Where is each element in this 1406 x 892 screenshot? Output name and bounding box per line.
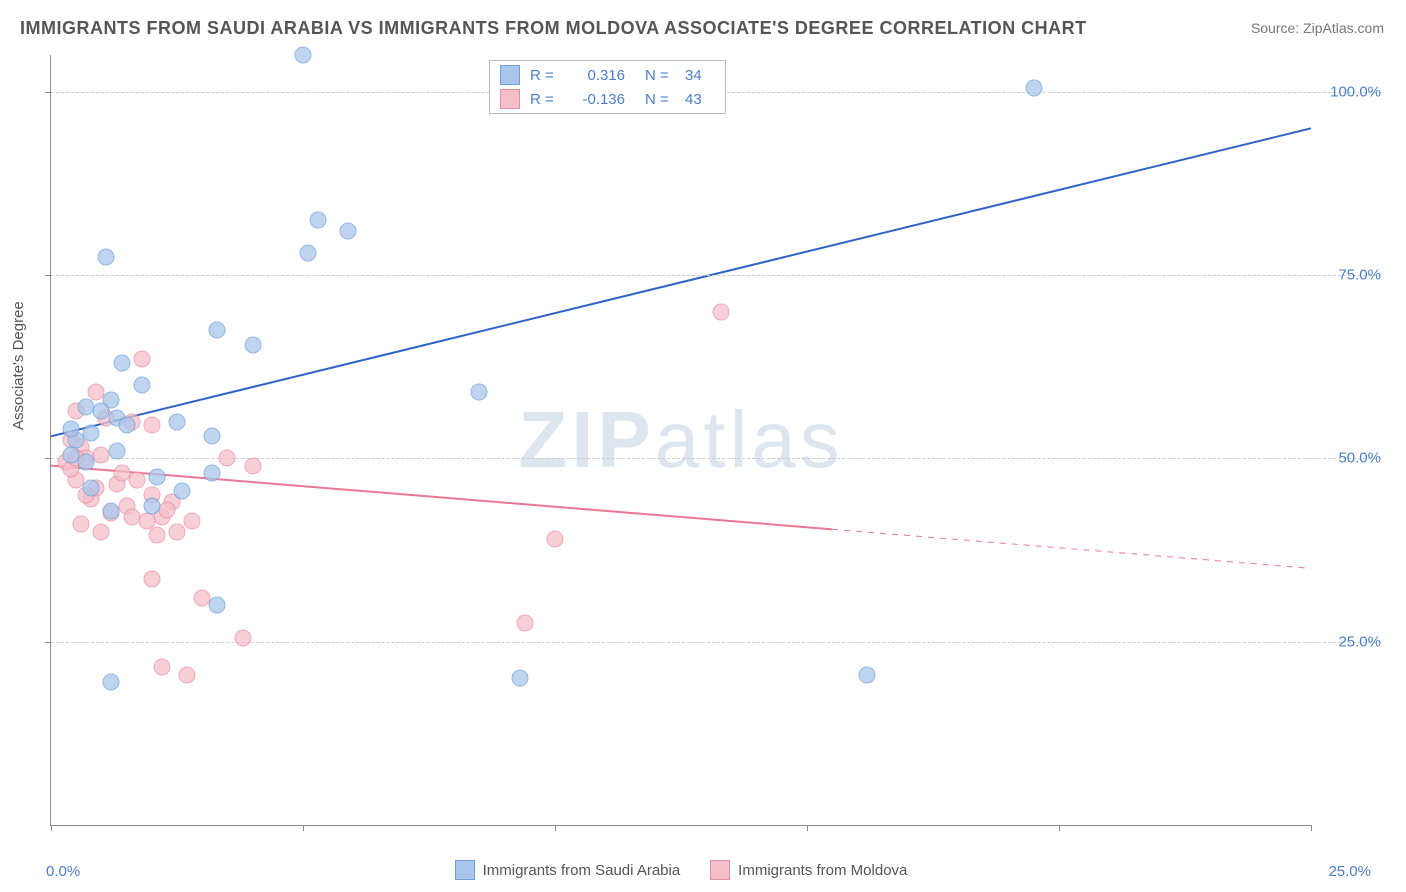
scatter-point-saudi: [859, 666, 876, 683]
chart-title: IMMIGRANTS FROM SAUDI ARABIA VS IMMIGRAN…: [20, 18, 1087, 39]
x-tick-mark: [1311, 825, 1312, 831]
scatter-point-saudi: [1025, 80, 1042, 97]
scatter-point-saudi: [209, 322, 226, 339]
y-tick-mark: [45, 92, 51, 93]
R-label: R =: [530, 91, 560, 108]
scatter-point-moldova: [73, 516, 90, 533]
x-tick-mark: [555, 825, 556, 831]
scatter-point-saudi: [511, 670, 528, 687]
y-tick-label: 75.0%: [1321, 267, 1381, 284]
scatter-point-saudi: [209, 597, 226, 614]
scatter-point-saudi: [83, 479, 100, 496]
x-tick-label-min: 0.0%: [46, 863, 80, 880]
x-tick-mark: [51, 825, 52, 831]
scatter-point-moldova: [158, 501, 175, 518]
scatter-point-saudi: [471, 384, 488, 401]
x-tick-mark: [1059, 825, 1060, 831]
stats-legend: R = 0.316 N = 34 R = -0.136 N = 43: [489, 60, 726, 114]
scatter-point-saudi: [108, 443, 125, 460]
scatter-point-saudi: [204, 465, 221, 482]
trend-line-moldova-dashed: [832, 529, 1311, 568]
x-tick-mark: [807, 825, 808, 831]
legend-swatch-saudi: [500, 65, 520, 85]
scatter-point-moldova: [133, 351, 150, 368]
scatter-point-moldova: [153, 659, 170, 676]
scatter-point-moldova: [713, 303, 730, 320]
plot-inner: ZIPatlas R =0.316N =34R =-0.136N =43 Imm…: [50, 55, 1311, 826]
scatter-point-saudi: [143, 498, 160, 515]
stats-legend-row-moldova: R = -0.136 N = 43: [490, 87, 725, 111]
scatter-point-moldova: [219, 450, 236, 467]
y-tick-label: 100.0%: [1321, 83, 1381, 100]
legend-swatch-moldova: [710, 860, 730, 880]
series-legend: Immigrants from Saudi Arabia Immigrants f…: [51, 860, 1311, 880]
scatter-point-saudi: [340, 223, 357, 240]
scatter-point-saudi: [103, 503, 120, 520]
scatter-point-moldova: [169, 523, 186, 540]
scatter-point-moldova: [148, 527, 165, 544]
gridline-h: [51, 642, 1381, 643]
legend-label-saudi: Immigrants from Saudi Arabia: [483, 862, 681, 879]
scatter-point-moldova: [547, 531, 564, 548]
y-tick-label: 50.0%: [1321, 450, 1381, 467]
scatter-point-saudi: [244, 336, 261, 353]
trend-lines-svg: [51, 55, 1311, 825]
y-axis-label: Associate's Degree: [10, 301, 27, 430]
scatter-point-saudi: [148, 468, 165, 485]
scatter-point-saudi: [295, 47, 312, 64]
scatter-point-saudi: [63, 421, 80, 438]
stats-legend-row-saudi: R = 0.316 N = 34: [490, 63, 725, 87]
scatter-point-saudi: [169, 413, 186, 430]
legend-item-moldova: Immigrants from Moldova: [710, 860, 907, 880]
scatter-point-saudi: [300, 245, 317, 262]
scatter-point-saudi: [310, 212, 327, 229]
legend-item-saudi: Immigrants from Saudi Arabia: [455, 860, 681, 880]
scatter-point-moldova: [184, 512, 201, 529]
x-tick-label-max: 25.0%: [1328, 863, 1371, 880]
scatter-point-saudi: [78, 454, 95, 471]
R-label: R =: [530, 67, 560, 84]
x-tick-mark: [303, 825, 304, 831]
legend-swatch-moldova: [500, 89, 520, 109]
scatter-point-saudi: [113, 355, 130, 372]
scatter-point-moldova: [143, 571, 160, 588]
scatter-point-moldova: [516, 615, 533, 632]
legend-label-moldova: Immigrants from Moldova: [738, 862, 907, 879]
scatter-point-saudi: [118, 417, 135, 434]
scatter-point-saudi: [103, 674, 120, 691]
scatter-point-moldova: [179, 666, 196, 683]
trend-line-saudi: [51, 128, 1311, 436]
N-value-moldova: 43: [685, 91, 715, 108]
y-tick-mark: [45, 642, 51, 643]
gridline-h: [51, 275, 1381, 276]
y-tick-label: 25.0%: [1321, 633, 1381, 650]
scatter-point-moldova: [93, 523, 110, 540]
scatter-point-moldova: [143, 417, 160, 434]
legend-swatch-saudi: [455, 860, 475, 880]
y-tick-mark: [45, 458, 51, 459]
N-label: N =: [645, 91, 675, 108]
scatter-point-moldova: [113, 465, 130, 482]
scatter-point-saudi: [204, 428, 221, 445]
scatter-point-moldova: [128, 472, 145, 489]
scatter-point-saudi: [83, 424, 100, 441]
scatter-point-moldova: [123, 509, 140, 526]
N-label: N =: [645, 67, 675, 84]
scatter-point-moldova: [244, 457, 261, 474]
scatter-point-saudi: [133, 377, 150, 394]
R-value-saudi: 0.316: [570, 67, 625, 84]
y-tick-mark: [45, 275, 51, 276]
plot-area: ZIPatlas R =0.316N =34R =-0.136N =43 Imm…: [50, 55, 1380, 825]
scatter-point-moldova: [234, 630, 251, 647]
R-value-moldova: -0.136: [570, 91, 625, 108]
N-value-saudi: 34: [685, 67, 715, 84]
source-credit: Source: ZipAtlas.com: [1251, 20, 1384, 36]
scatter-point-saudi: [174, 483, 191, 500]
scatter-point-saudi: [98, 248, 115, 265]
